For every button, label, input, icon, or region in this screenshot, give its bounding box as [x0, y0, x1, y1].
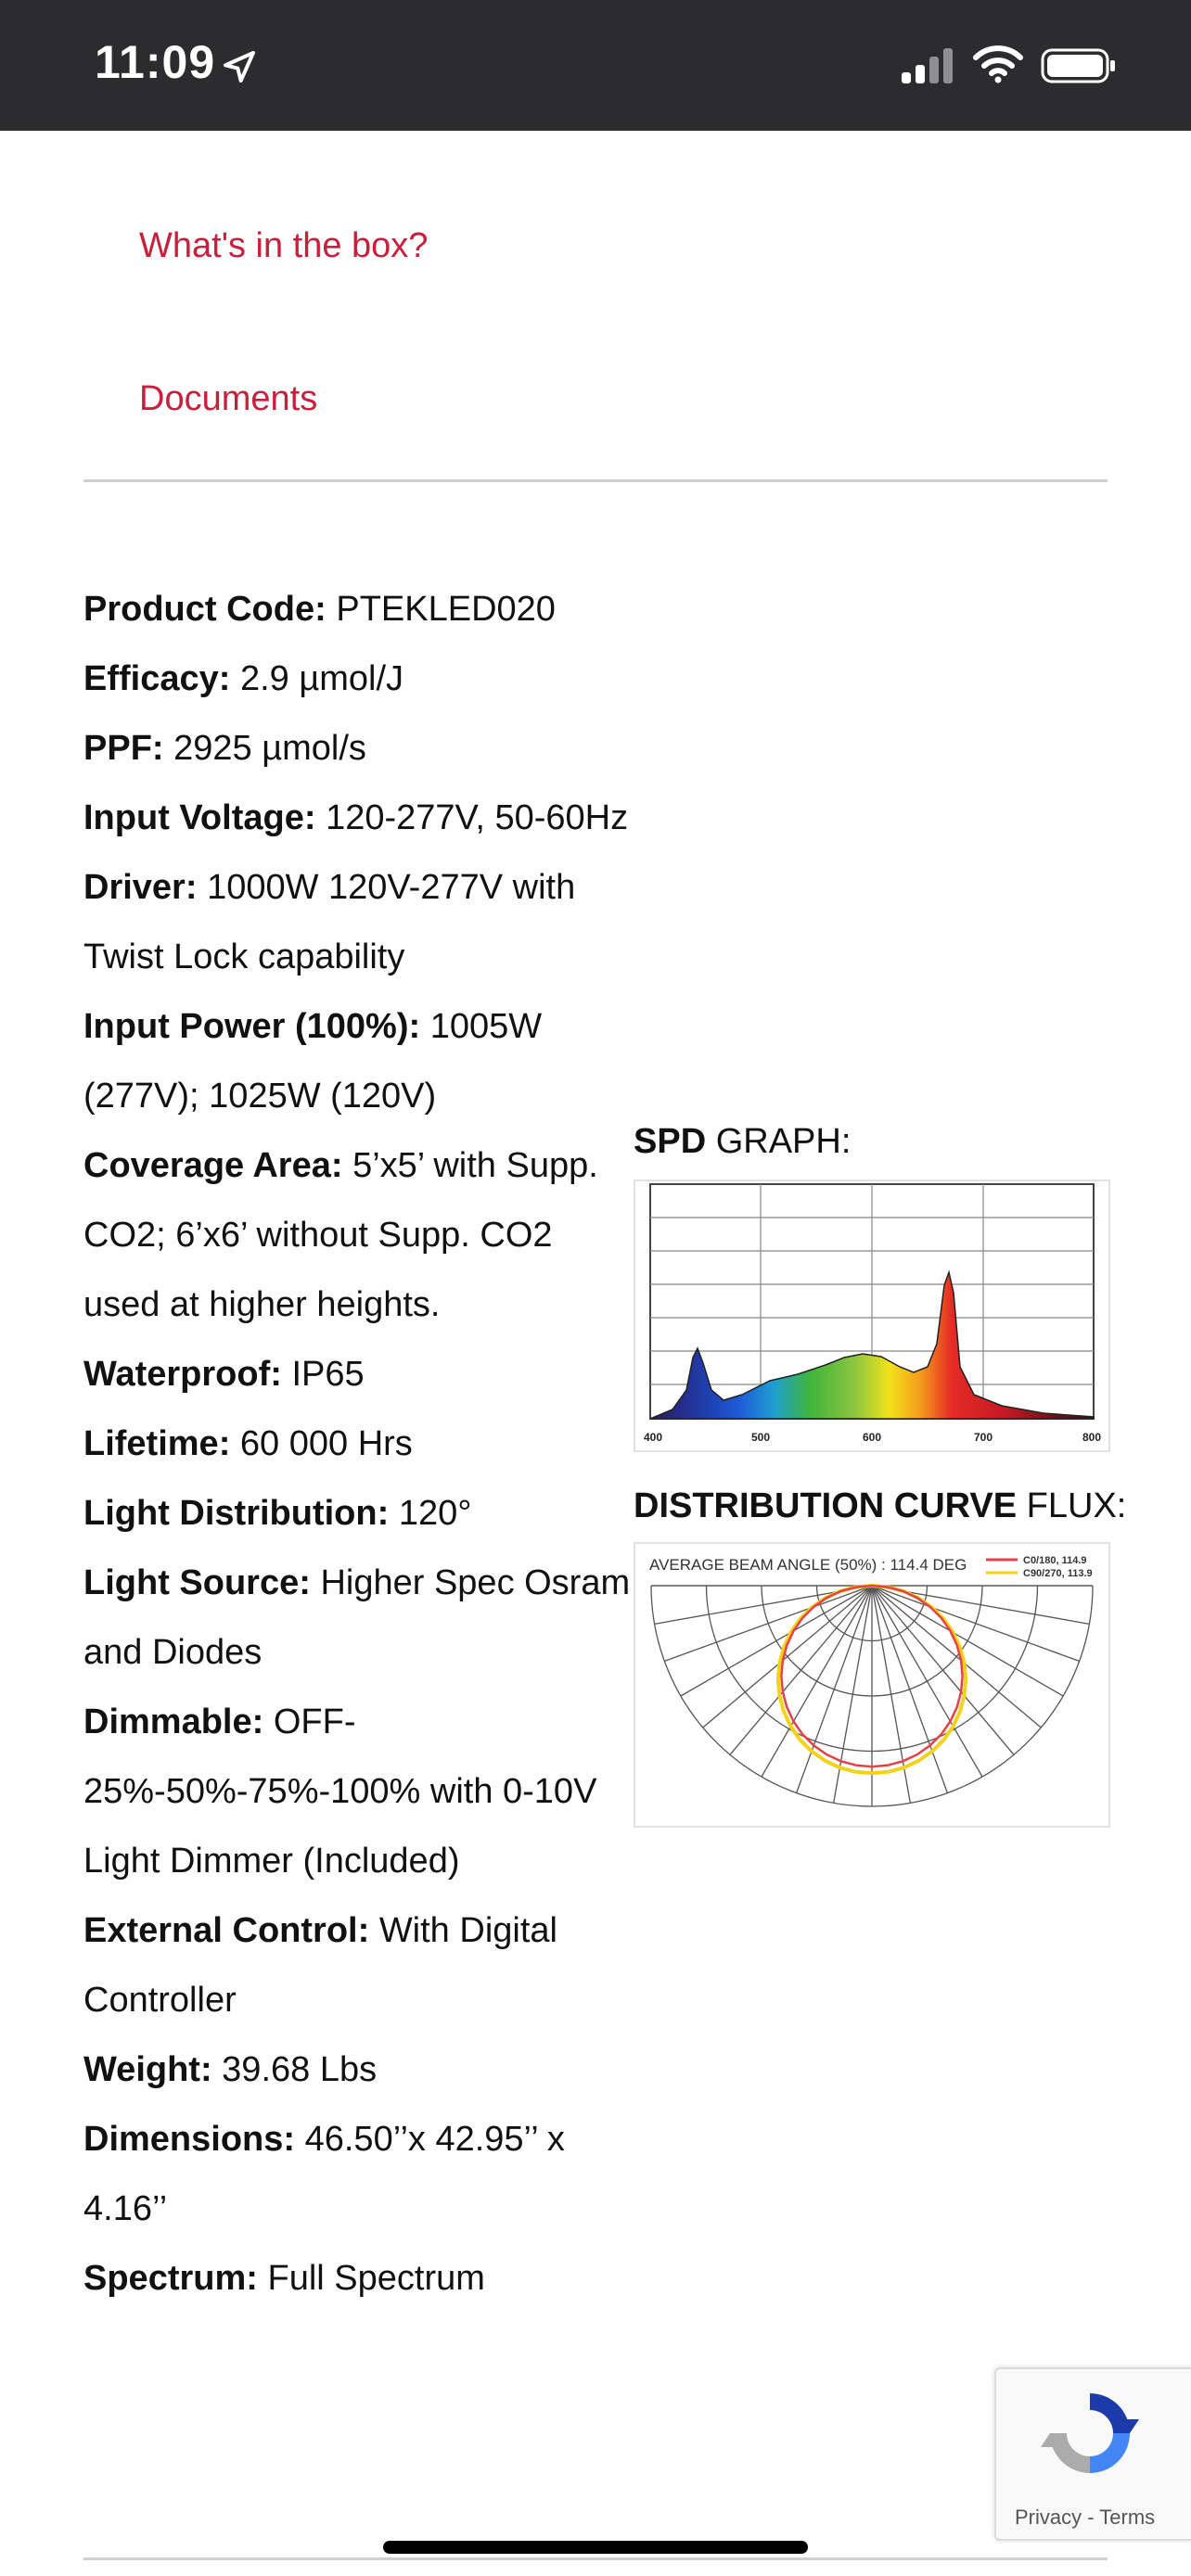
spd-tick-700: 700 — [974, 1431, 992, 1444]
spec-value: 120° — [398, 1494, 472, 1533]
spec-row: Lifetime: 60 000 Hrs — [83, 1409, 631, 1479]
wifi-icon — [973, 45, 1023, 83]
spec-row: Product Code: PTEKLED020 — [83, 575, 631, 644]
spec-label: Spectrum: — [83, 2259, 258, 2298]
spec-value: 1000W 120V-277V with Twist Lock capabili… — [83, 868, 576, 976]
recaptcha-badge[interactable]: Privacy - Terms — [994, 2367, 1191, 2541]
spec-value: With Digital Controller — [83, 1911, 557, 2020]
spec-label: Lifetime: — [83, 1424, 231, 1463]
bottom-divider — [83, 2557, 1108, 2560]
battery-icon — [1041, 48, 1115, 83]
status-time: 11:09 — [95, 36, 216, 88]
distribution-curve-title: DISTRIBUTION CURVE FLUX: — [634, 1486, 1127, 1525]
spec-value: 5’x5’ with Supp. CO2; 6’x6’ without Supp… — [83, 1146, 598, 1324]
spec-label: Product Code: — [83, 590, 327, 629]
spec-label: Input Power (100%): — [83, 1007, 421, 1046]
spec-row: Efficacy: 2.9 µmol/J — [83, 644, 631, 714]
polar-spoke — [871, 1585, 1042, 1728]
polar-spoke — [729, 1585, 873, 1755]
spec-label: Input Voltage: — [83, 798, 316, 837]
spec-row: PPF: 2925 µmol/s — [83, 714, 631, 784]
c0-distribution-curve — [780, 1584, 964, 1768]
spec-row: Weight: 39.68 Lbs — [83, 2035, 631, 2105]
distribution-curve-svg: AVERAGE BEAM ANGLE (50%) : 114.4 DEG C0/… — [649, 1555, 1094, 1807]
spec-row: Coverage Area: 5’x5’ with Supp. CO2; 6’x… — [83, 1131, 631, 1340]
spec-row: Dimensions: 46.50’’x 42.95’’ x 4.16’’ — [83, 2105, 631, 2244]
polar-spoke — [795, 1585, 873, 1793]
home-indicator[interactable] — [383, 2541, 808, 2554]
spec-label: Light Source: — [83, 1563, 311, 1602]
spec-value: 60 000 Hrs — [239, 1424, 413, 1463]
spec-label: Dimmable: — [83, 1702, 264, 1741]
spec-row: Driver: 1000W 120V-277V with Twist Lock … — [83, 853, 631, 992]
spec-row: External Control: With Digital Controlle… — [83, 1896, 631, 2035]
spd-tick-800: 800 — [1082, 1431, 1101, 1444]
spec-label: External Control: — [83, 1911, 370, 1950]
spec-label: Light Distribution: — [83, 1494, 390, 1533]
spec-value: 120-277V, 50-60Hz — [326, 798, 629, 837]
documents-link[interactable]: Documents — [139, 379, 318, 418]
polar-spoke — [871, 1585, 949, 1793]
spec-value: IP65 — [291, 1355, 365, 1394]
spec-value: 39.68 Lbs — [222, 2050, 378, 2089]
polar-spoke — [702, 1585, 873, 1728]
spd-tick-600: 600 — [863, 1431, 881, 1444]
spec-row: Dimmable: OFF-25%-50%-75%-100% with 0-10… — [83, 1688, 631, 1896]
distribution-curve: AVERAGE BEAM ANGLE (50%) : 114.4 DEG C0/… — [634, 1542, 1110, 1828]
spec-row: Light Source: Higher Spec Osram and Diod… — [83, 1549, 631, 1688]
spec-value: OFF-25%-50%-75%-100% with 0-10V Light Di… — [83, 1702, 597, 1881]
legend-c90-label: C90/270, 113.9 — [1023, 1568, 1093, 1579]
polar-spoke — [680, 1585, 873, 1697]
recaptcha-icon — [1041, 2393, 1139, 2473]
spec-value: 46.50’’x 42.95’’ x 4.16’’ — [83, 2120, 565, 2228]
polar-spoke — [871, 1585, 1080, 1663]
spec-label: Efficacy: — [83, 659, 231, 698]
spec-list: Product Code: PTEKLED020 Efficacy: 2.9 µm… — [83, 575, 631, 2314]
location-arrow-icon — [224, 51, 255, 83]
beam-angle-header: AVERAGE BEAM ANGLE (50%) : 114.4 DEG — [649, 1556, 967, 1574]
spec-row: Input Power (100%): 1005W (277V); 1025W … — [83, 992, 631, 1131]
spec-value: 2925 µmol/s — [173, 729, 366, 768]
spec-value: 1005W (277V); 1025W (120V) — [83, 1007, 543, 1116]
spd-graph: 400 500 600 700 800 — [634, 1180, 1110, 1452]
cellular-signal-icon — [902, 48, 953, 83]
divider — [83, 479, 1108, 482]
c90-distribution-curve — [775, 1583, 968, 1776]
spec-label: Dimensions: — [83, 2120, 296, 2159]
spec-label: Weight: — [83, 2050, 212, 2089]
spec-label: PPF: — [83, 729, 164, 768]
spec-label: Waterproof: — [83, 1355, 282, 1394]
polar-spoke — [871, 1585, 1064, 1697]
whats-in-the-box-link[interactable]: What's in the box? — [139, 226, 429, 265]
spec-row: Waterproof: IP65 — [83, 1340, 631, 1409]
spec-value: Higher Spec Osram and Diodes — [83, 1563, 631, 1672]
spec-row: Light Distribution: 120° — [83, 1479, 631, 1549]
spd-curve — [649, 1269, 1095, 1420]
spd-graph-svg: 400 500 600 700 800 — [644, 1183, 1101, 1444]
spec-row: Input Voltage: 120-277V, 50-60Hz — [83, 784, 631, 853]
spec-label: Driver: — [83, 868, 198, 907]
status-bar: 11:09 — [0, 0, 1191, 131]
spd-graph-title: SPD GRAPH: — [634, 1122, 852, 1161]
polar-spoke — [871, 1585, 1015, 1755]
spd-tick-500: 500 — [751, 1431, 770, 1444]
polar-spoke — [761, 1585, 873, 1778]
spec-label: Coverage Area: — [83, 1146, 343, 1185]
spec-value: PTEKLED020 — [336, 590, 556, 629]
recaptcha-privacy-terms[interactable]: Privacy - Terms — [1015, 2506, 1156, 2529]
spec-value: 2.9 µmol/J — [239, 659, 404, 698]
legend-c0-label: C0/180, 114.9 — [1023, 1555, 1087, 1566]
polar-spoke — [664, 1585, 873, 1663]
spec-value: Full Spectrum — [267, 2259, 485, 2298]
polar-spoke — [871, 1585, 983, 1778]
spec-row: Spectrum: Full Spectrum — [83, 2244, 631, 2314]
spd-tick-400: 400 — [644, 1431, 662, 1444]
